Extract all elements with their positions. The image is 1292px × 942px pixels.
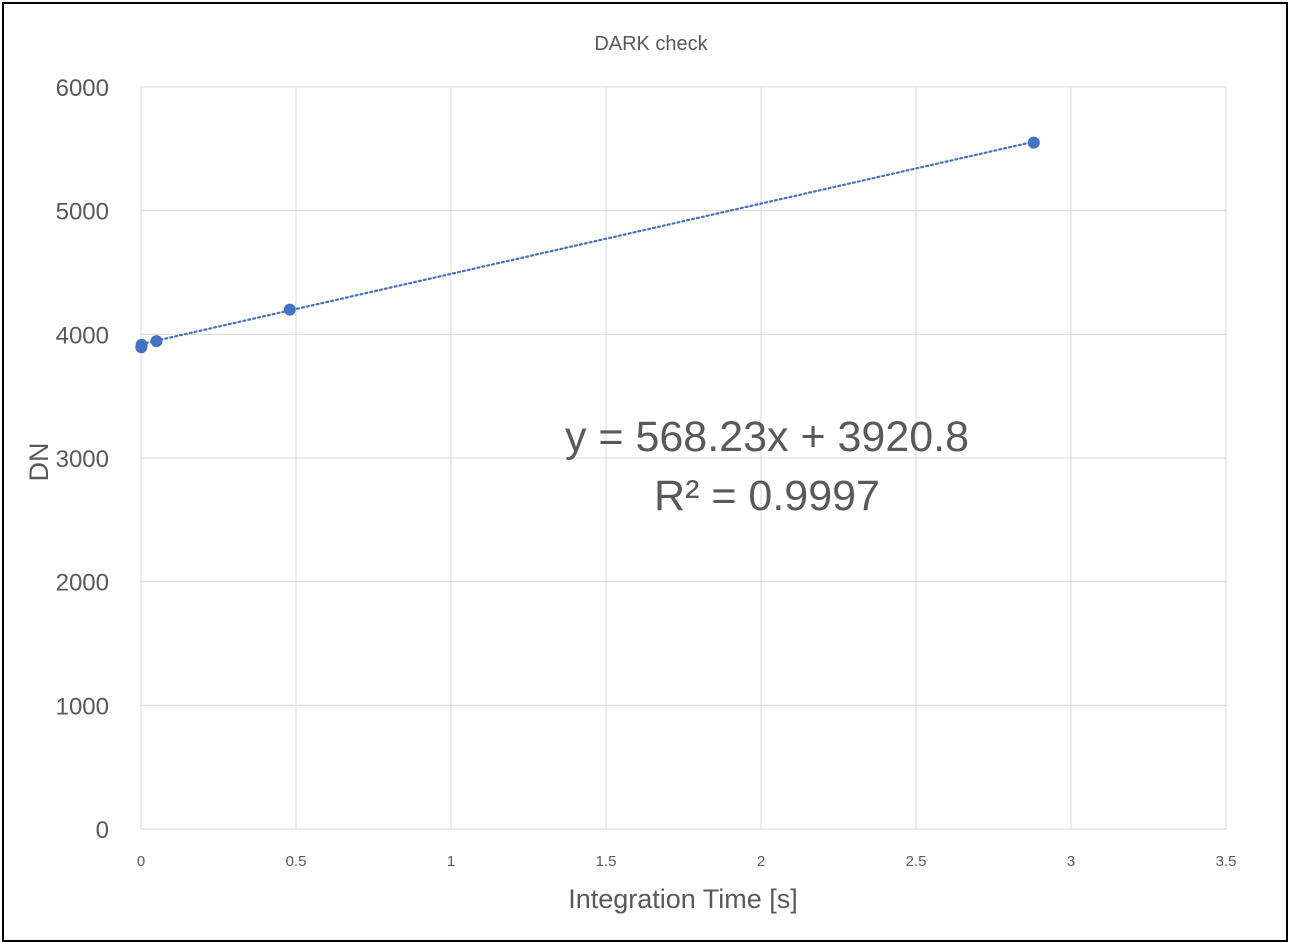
x-tick-label: 1 xyxy=(447,853,455,870)
x-axis-title: Integration Time [s] xyxy=(568,884,798,914)
y-tick-label: 2000 xyxy=(56,570,109,597)
trendline-layer xyxy=(139,140,1035,346)
x-tick-label: 0 xyxy=(137,853,145,870)
y-tick-labels: 0 1000 2000 3000 4000 5000 6000 xyxy=(56,75,109,844)
data-point xyxy=(283,303,296,316)
y-tick-label: 0 xyxy=(96,817,109,844)
x-tick-label: 2 xyxy=(757,853,765,870)
y-tick-label: 5000 xyxy=(56,199,109,226)
gridlines xyxy=(140,86,1227,830)
y-tick-label: 3000 xyxy=(56,446,109,473)
x-tick-label: 0.5 xyxy=(286,853,307,870)
x-tick-label: 1.5 xyxy=(596,853,617,870)
data-points xyxy=(135,136,1040,354)
chart-title: DARK check xyxy=(594,33,708,55)
trendline xyxy=(139,140,1035,346)
y-tick-label: 1000 xyxy=(56,693,109,720)
y-tick-label: 4000 xyxy=(56,322,109,349)
y-axis-title: DN xyxy=(24,443,54,482)
trendline-equation: y = 568.23x + 3920.8 xyxy=(565,413,969,461)
data-point xyxy=(150,335,163,348)
y-tick-label: 6000 xyxy=(56,75,109,102)
x-tick-label: 2.5 xyxy=(906,853,927,870)
r-squared-label: R² = 0.9997 xyxy=(654,472,880,520)
x-tick-labels: 0 0.5 1 1.5 2 2.5 3 3.5 xyxy=(137,853,1237,870)
data-point xyxy=(135,338,148,351)
x-tick-label: 3.5 xyxy=(1216,853,1237,870)
x-tick-label: 3 xyxy=(1067,853,1075,870)
data-point xyxy=(1027,136,1040,149)
